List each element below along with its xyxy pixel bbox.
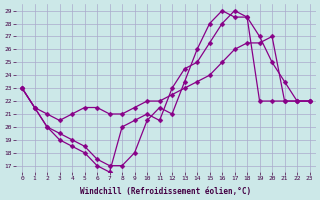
X-axis label: Windchill (Refroidissement éolien,°C): Windchill (Refroidissement éolien,°C) bbox=[80, 187, 252, 196]
